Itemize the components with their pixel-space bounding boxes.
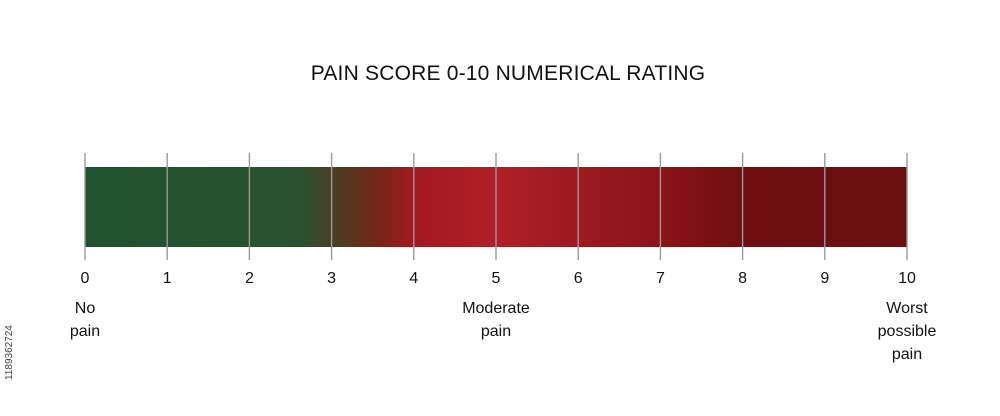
anchor-label-10: Worst possible pain [878, 300, 937, 363]
tick-label-6: 6 [574, 270, 583, 287]
tick-label-7: 7 [656, 270, 665, 287]
image-id-text: 1189362724 [4, 325, 15, 380]
tick-label-0: 0 [81, 270, 90, 287]
tick-label-8: 8 [738, 270, 747, 287]
tick-label-9: 9 [820, 270, 829, 287]
tick-label-1: 1 [163, 270, 172, 287]
tick-label-10: 10 [898, 270, 916, 287]
anchor-label-5: Moderate pain [462, 300, 530, 340]
tick-label-4: 4 [409, 270, 418, 287]
tick-label-5: 5 [492, 270, 501, 287]
tick-label-3: 3 [327, 270, 336, 287]
tick-label-2: 2 [245, 270, 254, 287]
anchor-label-0: No pain [70, 300, 100, 340]
